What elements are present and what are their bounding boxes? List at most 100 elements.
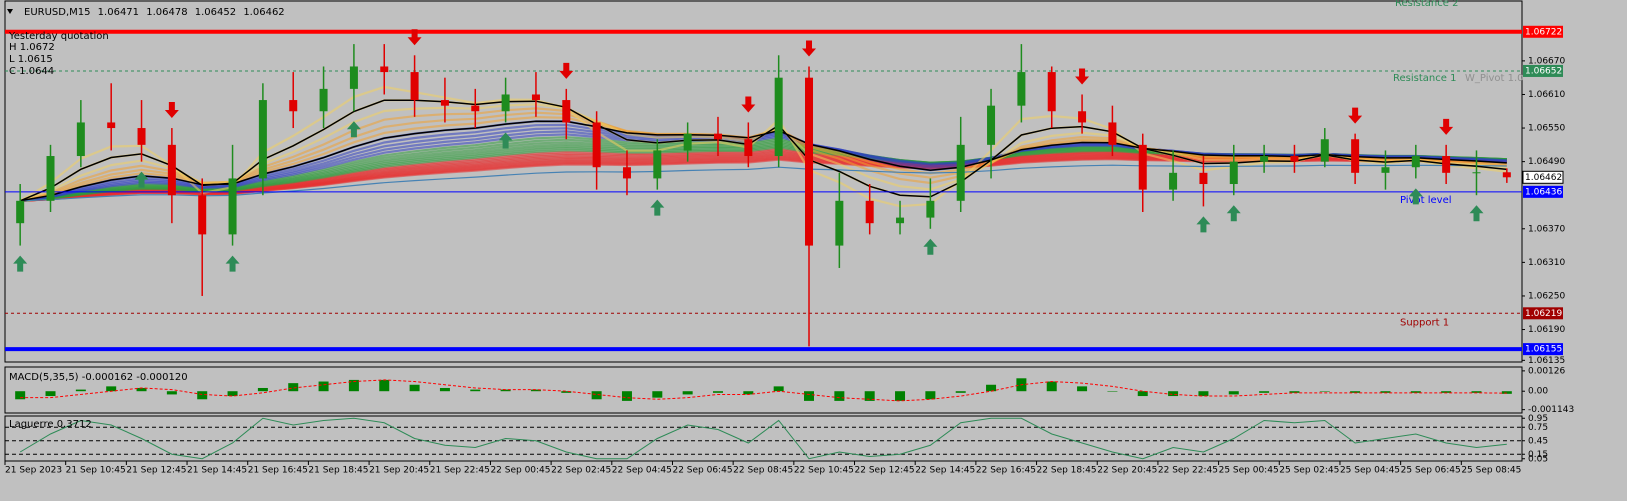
macd-bar	[379, 379, 390, 392]
yesterday-low: L 1.0615	[9, 54, 53, 65]
macd-bar	[1137, 391, 1148, 397]
level-price-box	[1523, 343, 1563, 356]
macd-bar	[864, 391, 875, 401]
x-tick-label: 21 Sep 10:45	[66, 466, 126, 476]
annotation: Resistance 2	[1395, 0, 1458, 9]
candle-body	[440, 100, 449, 106]
macd-bar	[227, 391, 238, 397]
candle-body	[653, 150, 662, 179]
y-tick-label: 1.06190	[1528, 325, 1565, 335]
candle-body	[137, 128, 146, 145]
candle-body	[562, 100, 571, 123]
candle-body	[865, 200, 874, 224]
y-tick-label: -0.001143	[1528, 405, 1574, 415]
last-high: 1.06478	[146, 7, 187, 18]
x-tick-label: 22 Sep 08:45	[733, 466, 793, 476]
macd-bar	[1198, 391, 1209, 397]
macd-bar	[1107, 391, 1118, 392]
candle-body	[1411, 156, 1420, 168]
x-tick-label: 22 Sep 16:45	[976, 466, 1036, 476]
level-label: Resistance 1	[1393, 73, 1456, 84]
sell-arrow	[1439, 118, 1454, 135]
macd-bar	[288, 383, 299, 392]
buy-arrow	[923, 238, 938, 255]
macd-bar	[1319, 391, 1330, 392]
macd-bar	[197, 391, 208, 400]
x-tick-label: 22 Sep 14:45	[915, 466, 975, 476]
level-price: 1.06155	[1525, 345, 1562, 355]
candle-body	[713, 133, 722, 140]
ma-slow	[20, 164, 1507, 202]
level-label: Support 1	[1400, 317, 1449, 328]
candle-body	[1199, 172, 1208, 185]
macd-bar	[1168, 391, 1179, 397]
macd-bar	[439, 387, 450, 392]
macd-bar	[166, 391, 177, 395]
x-tick-label: 25 Sep 08:45	[1461, 466, 1521, 476]
x-tick-label: 25 Sep 02:45	[1279, 466, 1339, 476]
sell-arrow	[559, 62, 574, 79]
macd-bar	[1410, 391, 1421, 393]
macd-bar	[986, 384, 997, 392]
candle-body	[1320, 139, 1329, 162]
candle-body	[349, 66, 358, 89]
candle-body	[319, 88, 328, 112]
macd-signal	[20, 379, 1507, 402]
macd-bar	[1046, 381, 1057, 392]
macd-bar	[409, 384, 420, 392]
candle-body	[1017, 72, 1026, 106]
macd-bar	[682, 391, 693, 395]
candle-body	[956, 144, 965, 201]
macd-bar	[621, 391, 632, 401]
x-tick-label: 22 Sep 02:45	[551, 466, 611, 476]
x-tick-label: 21 Sep 2023	[5, 466, 62, 476]
buy-arrow	[134, 171, 149, 188]
macd-bar	[591, 391, 602, 400]
macd-bar	[804, 391, 815, 401]
y-tick-label: 1.06250	[1528, 291, 1565, 301]
macd-bar	[348, 379, 359, 392]
candle-body	[926, 200, 935, 218]
y-tick-label: 1.06135	[1528, 356, 1565, 366]
y-tick-label: 1.06490	[1528, 157, 1565, 167]
candle-body	[896, 217, 905, 224]
candle-body	[1138, 144, 1147, 190]
candle-body	[289, 100, 298, 112]
macd-bar	[895, 391, 906, 401]
laguerre-line	[19, 417, 1507, 460]
y-tick-label: 0.00	[1528, 387, 1548, 397]
x-tick-label: 21 Sep 16:45	[248, 466, 308, 476]
x-tick-label: 22 Sep 10:45	[794, 466, 854, 476]
x-tick-label: 25 Sep 00:45	[1219, 466, 1279, 476]
buy-arrow	[13, 255, 28, 272]
macd-bar	[1471, 391, 1482, 393]
macd-bar	[834, 391, 845, 401]
macd-bar	[1441, 391, 1452, 393]
macd-bar	[530, 389, 541, 392]
candle-body	[1472, 172, 1481, 174]
macd-label: MACD(5,35,5) -0.000162 -0.000120	[9, 372, 188, 383]
x-tick-label: 22 Sep 18:45	[1037, 466, 1097, 476]
x-tick-label: 21 Sep 14:45	[187, 466, 247, 476]
macd-bar	[1289, 391, 1300, 393]
level-price: 1.06219	[1525, 309, 1562, 319]
buy-arrow	[1226, 205, 1241, 222]
candle-body	[16, 200, 25, 224]
x-tick-label: 21 Sep 18:45	[308, 466, 368, 476]
candle-body	[1260, 156, 1269, 162]
macd-bar	[136, 387, 147, 392]
candle-body	[471, 105, 480, 112]
last-close: 1.06462	[243, 7, 284, 18]
candle-body	[501, 94, 510, 112]
candle-body	[1381, 167, 1390, 173]
level-price: 1.06652	[1525, 66, 1562, 76]
macd-bar	[773, 386, 784, 392]
macd-bar	[106, 386, 117, 392]
y-tick-label: 1.06670	[1528, 56, 1565, 66]
candle-body	[1290, 156, 1299, 162]
current-price-box	[1522, 170, 1564, 184]
macd-bar	[470, 389, 481, 392]
macd-bar	[15, 391, 26, 400]
candle-body	[1108, 122, 1117, 145]
candle-body	[107, 122, 116, 129]
